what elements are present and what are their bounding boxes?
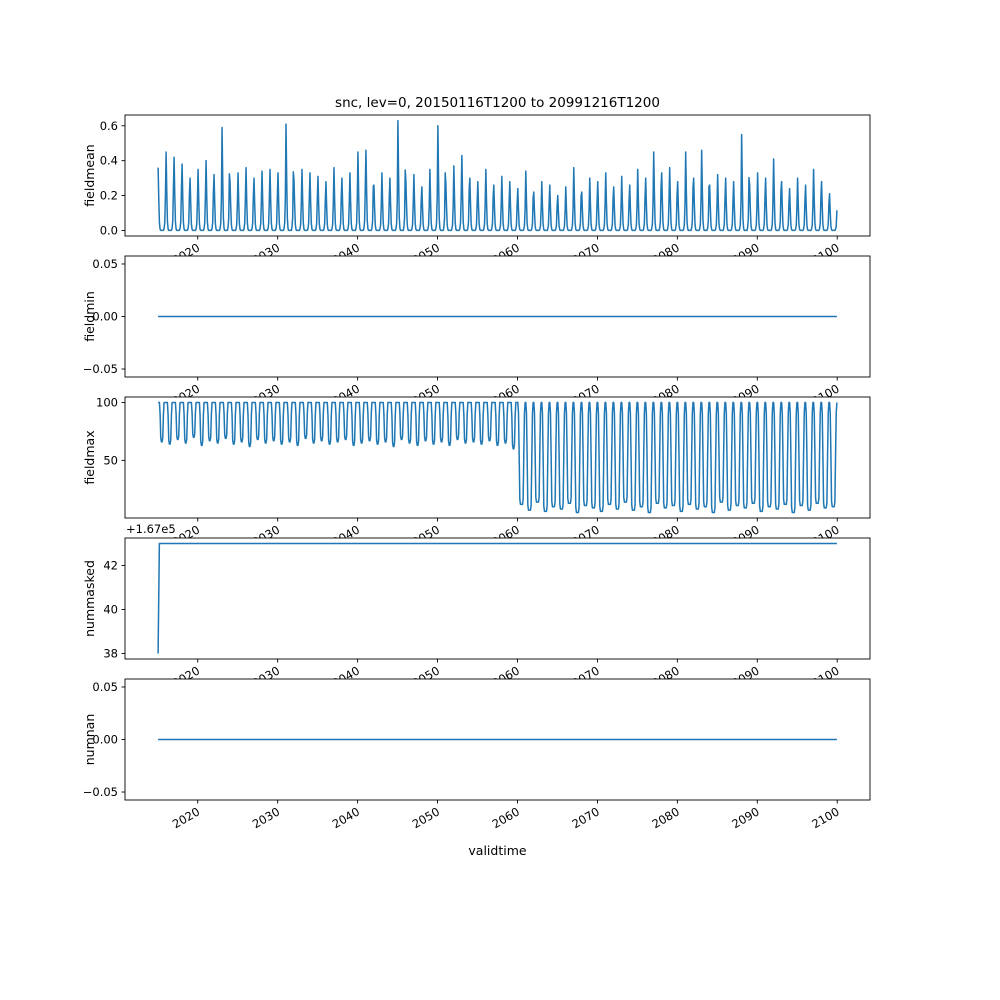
svg-text:100: 100: [96, 396, 118, 410]
chart-title: snc, lev=0, 20150116T1200 to 20991216T12…: [335, 95, 660, 111]
svg-text:2030: 2030: [250, 804, 282, 831]
svg-text:42: 42: [103, 559, 118, 573]
svg-text:40: 40: [103, 603, 118, 617]
fieldmean-yticklabels: 0.0 0.2 0.4 0.6: [100, 119, 125, 237]
svg-text:2090: 2090: [729, 804, 761, 831]
svg-text:−0.05: −0.05: [83, 785, 118, 799]
svg-text:0.00: 0.00: [92, 310, 118, 324]
svg-text:2070: 2070: [570, 804, 602, 831]
fieldmax-axes-patch: [125, 397, 870, 518]
svg-text:0.00: 0.00: [92, 733, 118, 747]
nummasked-yticklabels: 38 40 42: [103, 559, 125, 661]
svg-text:2050: 2050: [410, 804, 442, 831]
svg-text:38: 38: [103, 647, 118, 661]
svg-text:0.05: 0.05: [92, 680, 118, 694]
fieldmean-ylabel: fieldmean: [82, 144, 97, 206]
nummasked-line: [157, 542, 837, 654]
svg-text:0.05: 0.05: [92, 257, 118, 271]
svg-text:2040: 2040: [330, 804, 362, 831]
svg-text:0.4: 0.4: [100, 154, 118, 168]
svg-text:2080: 2080: [649, 804, 681, 831]
x-axis-label: validtime: [468, 843, 527, 858]
fieldmax-ylabel: fieldmax: [82, 430, 97, 484]
fieldmax-frame: [124, 396, 871, 519]
nummasked-frame: [124, 537, 871, 660]
numnan-xticklabels: 2020 2030 2040 2050 2060 2070 2080 2090 2100: [170, 800, 842, 831]
nummasked-axes-patch: [125, 538, 870, 659]
subplot-numnan: −0.05 0.00 0.05 2020 2030 2040 2050 2060 2070 208…: [82, 678, 871, 831]
svg-text:2060: 2060: [490, 804, 522, 831]
numnan-yticklabels: −0.05 0.00 0.05: [83, 680, 125, 799]
nummasked-offset-text: +1.67e5: [126, 522, 176, 536]
svg-text:2100: 2100: [809, 804, 841, 831]
svg-text:0.2: 0.2: [100, 189, 118, 203]
fieldmin-yticklabels: −0.05 0.00 0.05: [83, 257, 125, 376]
fieldmean-line: [157, 119, 838, 232]
fieldmax-line: [158, 401, 838, 514]
fieldmean-axes-patch: [125, 115, 870, 236]
svg-text:50: 50: [103, 453, 118, 467]
nummasked-ylabel: nummasked: [82, 560, 97, 637]
fieldmean-frame: [124, 114, 871, 237]
svg-text:0.0: 0.0: [100, 223, 118, 237]
svg-text:0.6: 0.6: [100, 119, 118, 133]
fieldmax-yticklabels: 50 100: [96, 396, 125, 467]
svg-text:2020: 2020: [170, 804, 202, 831]
svg-text:−0.05: −0.05: [83, 362, 118, 376]
fieldmin-ylabel: fieldmin: [82, 291, 97, 342]
numnan-ylabel: numnan: [82, 714, 97, 766]
